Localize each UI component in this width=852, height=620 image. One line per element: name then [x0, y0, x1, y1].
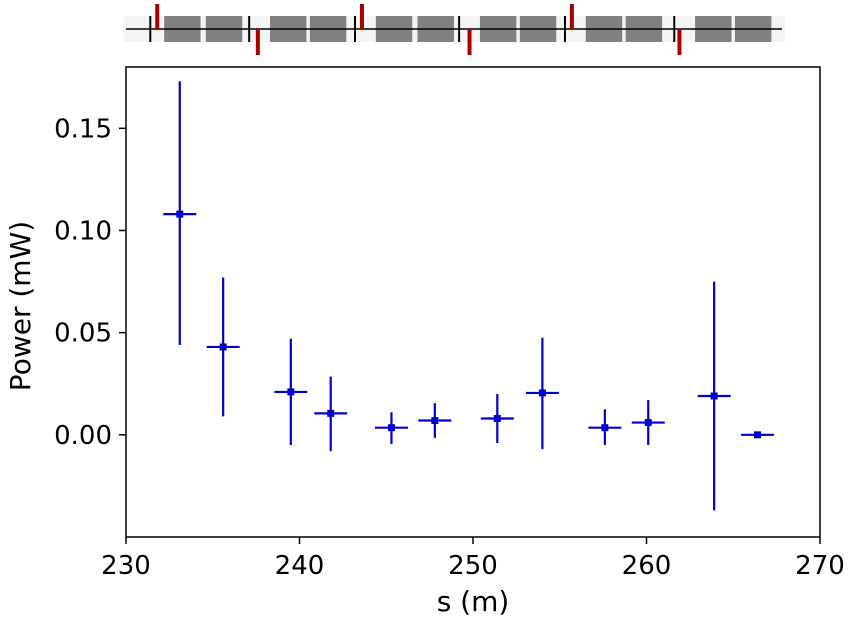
lattice-strip: [123, 4, 785, 55]
data-point: [631, 400, 665, 446]
data-marker: [327, 409, 335, 417]
data-point: [525, 337, 559, 450]
lattice-marker-up: [359, 4, 364, 29]
lattice-marker-down: [467, 29, 472, 55]
data-marker: [219, 343, 227, 351]
x-tick-label: 270: [795, 551, 845, 581]
data-point: [697, 281, 731, 511]
data-point: [163, 81, 197, 345]
lattice-marker-down: [677, 29, 682, 55]
y-tick-label: 0.00: [54, 421, 112, 451]
y-axis-label: Power (mW): [4, 221, 37, 391]
data-point: [480, 393, 514, 443]
data-marker: [431, 417, 439, 425]
y-tick-label: 0.05: [54, 319, 112, 349]
data-point: [374, 412, 408, 445]
lattice-marker-up: [155, 4, 160, 29]
lattice-marker-down: [255, 29, 260, 55]
data-point: [314, 376, 348, 452]
data-point: [418, 403, 452, 438]
y-axis: 0.00 0.05 0.10 0.15: [54, 114, 126, 451]
plot-frame: [125, 66, 821, 538]
data-marker: [493, 414, 501, 422]
x-axis: 230 240 250 260 270: [101, 537, 845, 581]
data-marker: [538, 389, 546, 397]
data-marker: [287, 388, 295, 396]
data-point: [206, 277, 240, 417]
data-marker: [644, 419, 652, 427]
data-point: [274, 338, 308, 446]
data-point: [741, 431, 775, 439]
data-marker: [601, 424, 609, 432]
data-point: [588, 409, 622, 446]
data-marker: [754, 431, 762, 439]
x-tick-label: 240: [275, 551, 325, 581]
x-tick-label: 230: [101, 551, 151, 581]
data-marker: [387, 424, 395, 432]
axes-box: [125, 66, 821, 538]
data-marker: [710, 392, 718, 400]
y-tick-label: 0.10: [54, 216, 112, 246]
x-axis-label: s (m): [437, 585, 510, 618]
x-tick-label: 260: [622, 551, 672, 581]
data-series: [163, 81, 775, 511]
lattice-marker-up: [569, 4, 574, 29]
x-tick-label: 250: [448, 551, 498, 581]
data-marker: [176, 210, 184, 218]
y-tick-label: 0.15: [54, 114, 112, 144]
